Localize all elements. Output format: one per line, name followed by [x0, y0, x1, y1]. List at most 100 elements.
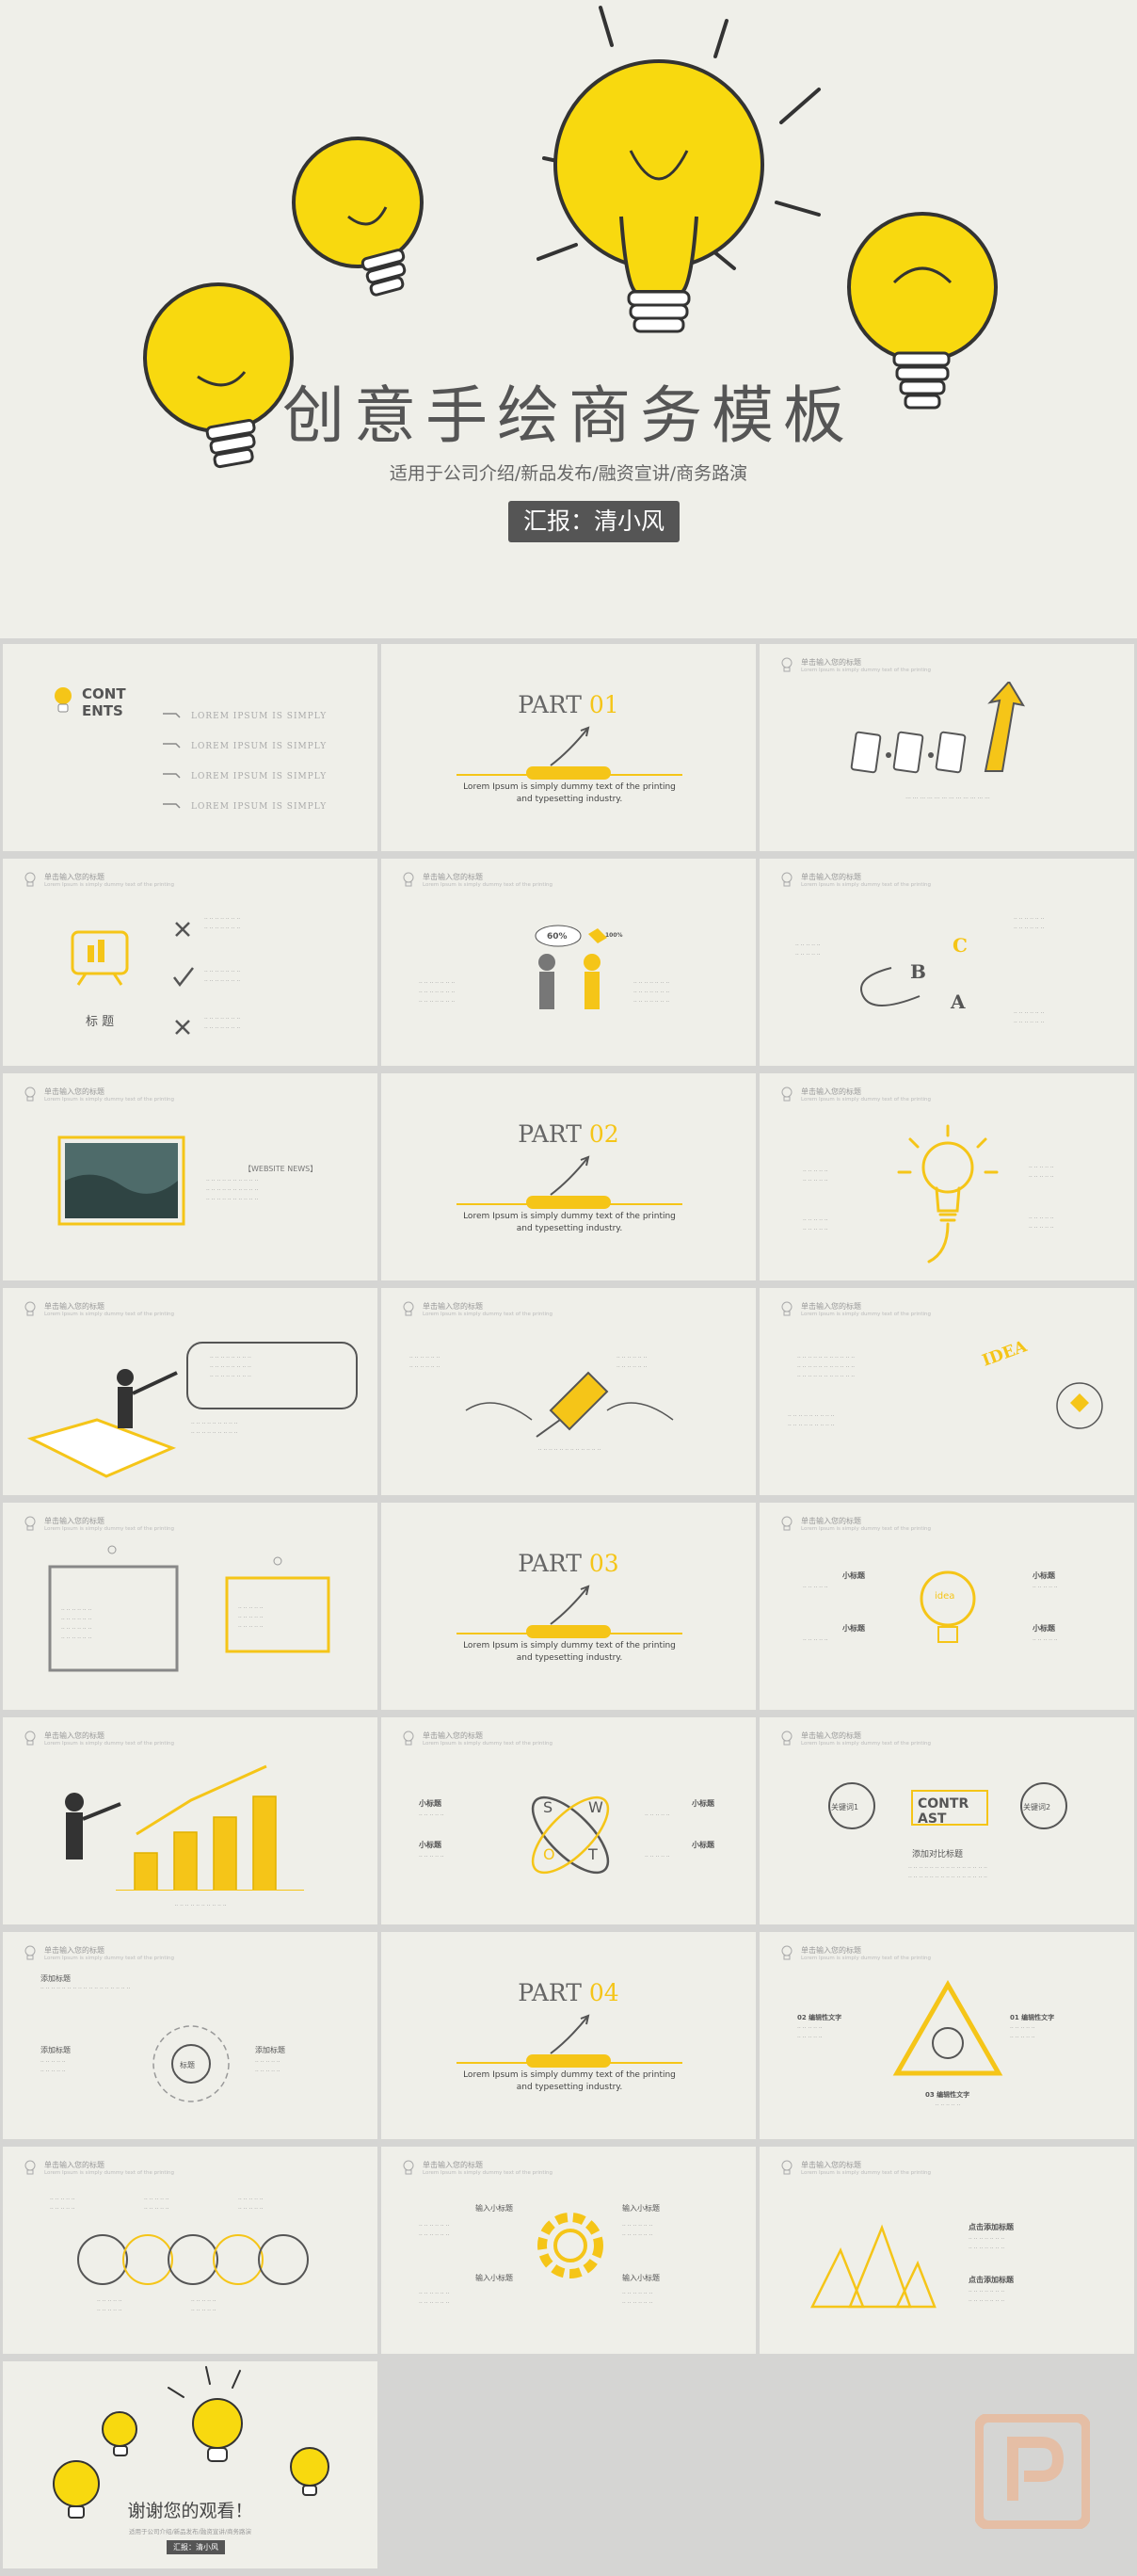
- frame-text-2: ·· ·· ·· ·· ·· ·· ·· ·· ·· ·· ·· ·· ·· ·· …: [238, 1605, 264, 1631]
- contents-title-line1: CONT: [82, 685, 126, 702]
- slide-thank-you[interactable]: 谢谢您的观看！ 适用于公司介绍/新品发布/融资宣讲/商务路演 汇报：清小风: [3, 2361, 377, 2568]
- lightbulb-icon: [24, 1087, 36, 1102]
- contrast-title: CONTR AST: [918, 1796, 969, 1827]
- part-description: Lorem Ipsum is simply dummy text of the …: [463, 1212, 676, 1233]
- lightbulb-illustration-icon: [143, 6, 998, 469]
- part-title-04: PART 04: [381, 1979, 756, 2006]
- text-right: ·· ·· ·· ·· ·· ·· ·· ·· ·· ·· ·· ·· ·· ··…: [633, 980, 670, 1006]
- contents-item-4[interactable]: LOREM IPSUM IS SIMPLY: [191, 802, 328, 812]
- slide-swot[interactable]: 单击输入您的标题 Lorem Ipsum is simply dummy tex…: [381, 1717, 756, 1924]
- hero-badge: 汇报：清小风: [508, 501, 680, 542]
- slide-idea[interactable]: 单击输入您的标题 Lorem Ipsum is simply dummy tex…: [760, 1288, 1134, 1495]
- text-02: ·· ·· ·· ·· ·· ·· ·· ·· ·· ··: [797, 2025, 823, 2041]
- part-number: 02: [588, 1120, 619, 1148]
- header-title: 单击输入您的标题: [44, 1946, 104, 1955]
- slide-abc[interactable]: 单击输入您的标题 Lorem Ipsum is simply dummy tex…: [760, 859, 1134, 1066]
- slide-bar-growth[interactable]: 单击输入您的标题 Lorem Ipsum is simply dummy tex…: [3, 1717, 377, 1924]
- header-title: 单击输入您的标题: [44, 2161, 104, 2169]
- lightbulb-icon: [24, 1516, 36, 1531]
- slide-contrast[interactable]: 单击输入您的标题 Lorem Ipsum is simply dummy tex…: [760, 1717, 1134, 1924]
- header-title: 单击输入您的标题: [423, 1302, 483, 1311]
- text-1: ·· ·· ·· ·· ··: [419, 1812, 444, 1819]
- text-4: ·· ·· ·· ·· ·· ·· ·· ·· ·· ·· ·· ··: [622, 2291, 653, 2307]
- slide-checklist[interactable]: 单击输入您的标题 Lorem Ipsum is simply dummy tex…: [3, 859, 377, 1066]
- slide-part-04[interactable]: PART 04 Lorem Ipsum is simply dummy text…: [381, 1932, 756, 2139]
- small-title-3: 小标题: [692, 1799, 714, 1808]
- thank-you-badge: 汇报：清小风: [167, 2540, 225, 2554]
- relation-02: 02 编辑性文字: [797, 2014, 842, 2021]
- part-title-01: PART 01: [381, 691, 756, 718]
- slide-hanging-frames[interactable]: 单击输入您的标题 Lorem Ipsum is simply dummy tex…: [3, 1503, 377, 1710]
- slide-steps[interactable]: 单击输入您的标题 Lorem Ipsum is simply dummy tex…: [760, 644, 1134, 851]
- hero-subtitle: 适用于公司介绍/新品发布/融资宣讲/商务路演: [389, 463, 748, 484]
- slide-idea-bulb[interactable]: 单击输入您的标题 Lorem Ipsum is simply dummy tex…: [760, 1503, 1134, 1710]
- slide-book-figure[interactable]: 单击输入您的标题 Lorem Ipsum is simply dummy tex…: [3, 1288, 377, 1495]
- text-1: ·· ·· ·· ·· ·· ·· ·· ·· ·· ··: [50, 2197, 75, 2213]
- input-title-4: 输入小标题: [622, 2274, 660, 2282]
- header-title: 单击输入您的标题: [423, 1731, 483, 1740]
- watermark-logo-icon: [975, 2414, 1090, 2529]
- text-left: ·· ·· ·· ·· ·· ·· ·· ·· ·· ·· ·· ·· ·· ··…: [419, 980, 456, 1006]
- hanging-frames-icon: [48, 1545, 330, 1672]
- lightbulb-icon: [24, 1301, 36, 1316]
- header-subtitle: Lorem Ipsum is simply dummy text of the …: [423, 1312, 552, 1317]
- letter-a: A: [951, 990, 966, 1013]
- part-description: Lorem Ipsum is simply dummy text of the …: [463, 2070, 676, 2092]
- slide-part-01[interactable]: PART 01 Lorem Ipsum is simply dummy text…: [381, 644, 756, 851]
- slide-part-03[interactable]: PART 03 Lorem Ipsum is simply dummy text…: [381, 1503, 756, 1710]
- relation-03: 03 编辑性文字: [925, 2091, 970, 2099]
- framed-picture-icon: [57, 1135, 185, 1226]
- slide-bulb-rays[interactable]: 单击输入您的标题 Lorem Ipsum is simply dummy tex…: [760, 1073, 1134, 1280]
- slide-cycle[interactable]: 单击输入您的标题 Lorem Ipsum is simply dummy tex…: [3, 1932, 377, 2139]
- triangle-globe-icon: [892, 1979, 1003, 2076]
- small-title-2: 小标题: [842, 1624, 865, 1633]
- slide-five-circles[interactable]: 单击输入您的标题 Lorem Ipsum is simply dummy tex…: [3, 2147, 377, 2354]
- lightbulb-icon: [781, 2160, 793, 2175]
- check-cross-icons: [173, 922, 194, 1035]
- chart-board-icon: [71, 930, 129, 986]
- slide-contents[interactable]: CONT ENTS LOREM IPSUM IS SIMPLY LOREM IP…: [3, 644, 377, 851]
- text-4: ·· ·· ·· ·· ··: [645, 1854, 670, 1860]
- header-subtitle: Lorem Ipsum is simply dummy text of the …: [801, 1526, 931, 1532]
- title-slide: 创意手绘商务模板 适用于公司介绍/新品发布/融资宣讲/商务路演 汇报：清小风: [0, 0, 1137, 638]
- lightbulb-icon: [781, 1731, 793, 1746]
- contents-item-1[interactable]: LOREM IPSUM IS SIMPLY: [191, 712, 328, 721]
- slide-gear[interactable]: 单击输入您的标题 Lorem Ipsum is simply dummy tex…: [381, 2147, 756, 2354]
- text-3: ·· ·· ·· ·· ··: [1033, 1585, 1058, 1591]
- header-subtitle: Lorem Ipsum is simply dummy text of the …: [801, 882, 931, 888]
- text-4: ·· ·· ·· ·· ··: [1033, 1637, 1058, 1644]
- small-title-4: 小标题: [692, 1841, 714, 1849]
- slide-pyramids[interactable]: 单击输入您的标题 Lorem Ipsum is simply dummy tex…: [760, 2147, 1134, 2354]
- part-pill: [526, 1196, 611, 1209]
- header-subtitle: Lorem Ipsum is simply dummy text of the …: [423, 882, 552, 888]
- sketch-arrow-icon: [550, 1585, 590, 1625]
- slide-triangle[interactable]: 单击输入您的标题 Lorem Ipsum is simply dummy tex…: [760, 1932, 1134, 2139]
- idea-bulb-icon: [920, 1570, 976, 1643]
- part-number: 04: [588, 1979, 619, 2006]
- slide-pushpin[interactable]: 单击输入您的标题 Lorem Ipsum is simply dummy tex…: [381, 1288, 756, 1495]
- contents-item-3[interactable]: LOREM IPSUM IS SIMPLY: [191, 772, 328, 781]
- lightbulb-icon: [24, 2160, 36, 2175]
- bulb-outline-icon: [897, 1124, 999, 1264]
- website-news-text: ·· ·· ·· ·· ·· ·· ·· ·· ·· ·· ·· ·· ·· ··…: [206, 1178, 259, 1203]
- sketch-arrow-icon: [550, 2014, 590, 2054]
- header-subtitle: Lorem Ipsum is simply dummy text of the …: [423, 2170, 552, 2176]
- text-2: ·· ·· ·· ·· ··: [803, 1637, 828, 1644]
- part-label: PART: [518, 1120, 582, 1148]
- idea-bulb-icon: [1056, 1382, 1103, 1429]
- slide-website-news[interactable]: 单击输入您的标题 Lorem Ipsum is simply dummy tex…: [3, 1073, 377, 1280]
- figures-icon: [535, 925, 607, 1009]
- swot-o: O: [543, 1845, 555, 1863]
- header-subtitle: Lorem Ipsum is simply dummy text of the …: [44, 1312, 174, 1317]
- cycle-diagram-icon: [152, 2025, 230, 2102]
- growth-bars-illustration-icon: [65, 1764, 304, 1891]
- item-text-3: ·· ·· ·· ·· ·· ·· ·· ·· ·· ·· ·· ·· ·· ··: [204, 1016, 241, 1032]
- point-title-1: 点击添加标题: [969, 2223, 1014, 2231]
- slide-percent[interactable]: 单击输入您的标题 Lorem Ipsum is simply dummy tex…: [381, 859, 756, 1066]
- header-subtitle: Lorem Ipsum is simply dummy text of the …: [44, 1956, 174, 1961]
- body-text: ·· ·· ·· ·· ·· ·· ·· ·· ·· ·· ·· ·· ·· ··…: [191, 1421, 238, 1437]
- contents-item-2[interactable]: LOREM IPSUM IS SIMPLY: [191, 742, 328, 751]
- website-news-title: 【WEBSITE NEWS】: [244, 1165, 318, 1173]
- slide-part-02[interactable]: PART 02 Lorem Ipsum is simply dummy text…: [381, 1073, 756, 1280]
- header-title: 单击输入您的标题: [801, 1731, 861, 1740]
